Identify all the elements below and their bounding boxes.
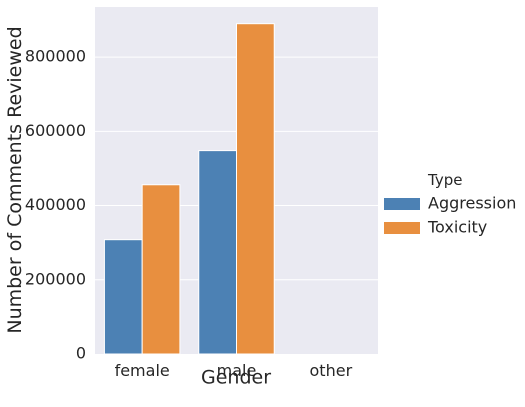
- legend-swatch-toxicity: [384, 222, 420, 234]
- legend-label-aggression: Aggression: [428, 194, 516, 213]
- x-tick-label: male: [217, 361, 257, 380]
- bar-aggression-male: [198, 150, 237, 355]
- y-tick-labels: 0 200000 400000 600000 800000: [25, 47, 86, 363]
- x-tick-label: female: [115, 361, 170, 380]
- y-tick-label: 600000: [25, 121, 86, 140]
- x-tick-label: other: [310, 361, 353, 380]
- legend-swatch-aggression: [384, 198, 420, 210]
- x-axis-title: Gender: [201, 367, 271, 389]
- y-tick-label: 800000: [25, 47, 86, 66]
- y-tick-label: 200000: [25, 269, 86, 288]
- bars: [103, 23, 275, 355]
- legend: Type Aggression Toxicity: [384, 171, 516, 237]
- y-tick-label: 400000: [25, 195, 86, 214]
- legend-title: Type: [427, 171, 462, 189]
- bar-aggression-female: [103, 239, 143, 355]
- y-tick-label: 0: [76, 344, 86, 363]
- bar-toxicity-male: [236, 23, 275, 355]
- bar-toxicity-female: [141, 184, 181, 355]
- legend-label-toxicity: Toxicity: [427, 218, 487, 237]
- x-tick-labels: female male other: [115, 361, 353, 380]
- y-axis-title: Number of Comments Reviewed: [4, 26, 26, 333]
